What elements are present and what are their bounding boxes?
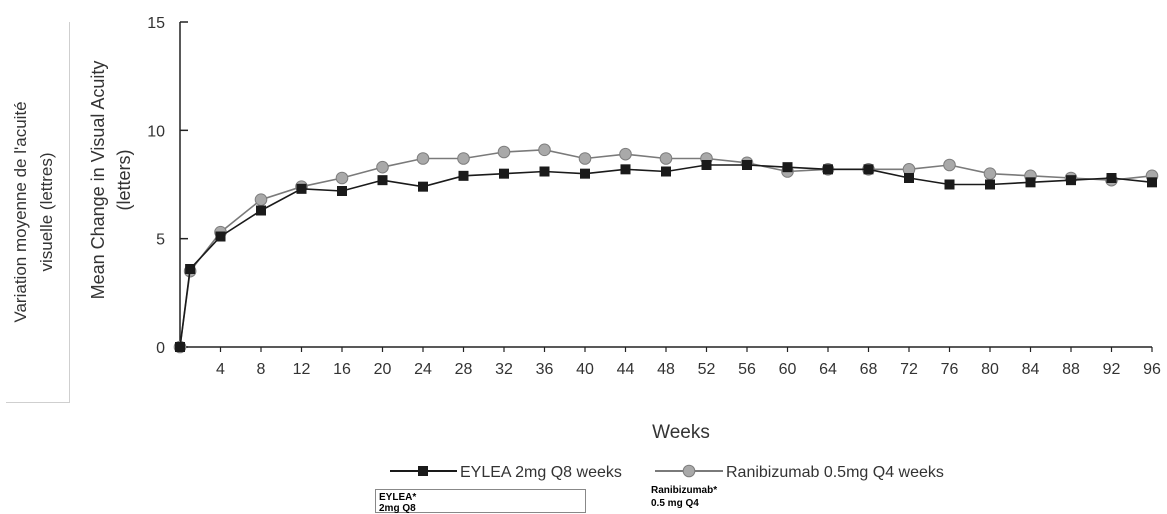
eylea-point <box>944 179 955 190</box>
x-tick-label: 72 <box>900 361 918 378</box>
eylea-point <box>863 164 874 175</box>
eylea-point <box>1066 175 1076 186</box>
legend-eylea-label: EYLEA 2mg Q8 weeks <box>460 464 622 481</box>
eylea-point <box>458 170 469 181</box>
ranibizumab-point <box>497 145 511 159</box>
ranibizumab-point <box>376 160 389 174</box>
ranibizumab-point <box>619 147 632 161</box>
eylea-point <box>256 205 266 216</box>
eylea-point <box>377 175 388 186</box>
side-label-frame <box>6 22 70 403</box>
y-axis-label-french: Variation moyenne de l'acuité visuelle (l… <box>11 101 56 322</box>
ranibizumab-point <box>659 152 673 165</box>
y-axis-label-line: (letters) <box>114 149 134 210</box>
eylea-point <box>742 160 752 170</box>
x-tick-label: 32 <box>495 361 513 378</box>
eylea-point <box>337 186 347 196</box>
ranibizumab-point <box>335 171 349 185</box>
eylea-point <box>904 173 914 183</box>
y-tick-label: 0 <box>156 340 165 357</box>
x-tick-label: 64 <box>819 361 837 378</box>
axes <box>179 22 1152 348</box>
x-tick-label: 68 <box>860 361 878 378</box>
eylea-point <box>1147 177 1157 188</box>
ranibizumab-line <box>179 148 1153 348</box>
cropped-eylea-label: EYLEA* <box>379 492 417 503</box>
y-axis-ticks: 0 5 10 15 <box>147 15 188 357</box>
ranibizumab-point <box>254 193 268 206</box>
y-axis-label-english: Mean Change in Visual Acuity (letters) <box>88 61 134 300</box>
ranibizumab-point <box>943 158 956 172</box>
eylea-point <box>620 164 631 175</box>
y-axis-label-line: Mean Change in Visual Acuity <box>88 61 108 300</box>
ranibizumab-point <box>578 152 592 165</box>
x-tick-label: 20 <box>374 361 392 378</box>
legend: EYLEA 2mg Q8 weeks Ranibizumab 0.5mg Q4 w… <box>390 464 944 481</box>
x-tick-label: 76 <box>941 361 959 378</box>
x-tick-label: 92 <box>1103 361 1121 378</box>
cropped-legend-box: EYLEA* 2mg Q8 <box>375 489 586 514</box>
eylea-point <box>1106 173 1117 183</box>
eylea-point <box>296 183 307 194</box>
cropped-eylea-dose: 2mg Q8 <box>379 503 416 514</box>
ranibizumab-point <box>457 152 470 165</box>
x-tick-label: 24 <box>414 361 432 378</box>
ranibizumab-point <box>538 143 551 157</box>
eylea-point <box>185 264 196 274</box>
x-tick-label: 60 <box>779 361 797 378</box>
eylea-point <box>499 168 509 179</box>
x-tick-label: 84 <box>1022 361 1040 378</box>
x-axis-label: Weeks <box>652 422 710 443</box>
x-tick-label: 16 <box>333 361 351 378</box>
x-tick-label: 48 <box>657 361 675 378</box>
y-tick-label: 15 <box>147 15 165 32</box>
x-tick-label: 56 <box>738 361 756 378</box>
x-tick-label: 96 <box>1143 361 1161 378</box>
legend-ranibizumab-label: Ranibizumab 0.5mg Q4 weeks <box>726 464 944 481</box>
x-tick-label: 44 <box>617 361 635 378</box>
y-tick-label: 5 <box>156 232 165 249</box>
eylea-point <box>1025 177 1036 188</box>
eylea-line <box>179 164 1153 348</box>
series-group <box>173 143 1159 354</box>
ranibizumab-point <box>416 152 430 165</box>
legend-ranibizumab-marker <box>682 464 696 478</box>
eylea-point <box>823 164 833 175</box>
cropped-ranibizumab-label: Ranibizumab* <box>651 485 718 496</box>
y-axis-label-line: Variation moyenne de l'acuité <box>11 101 30 322</box>
x-tick-label: 40 <box>576 361 594 378</box>
eylea-point <box>215 231 226 242</box>
ranibizumab-point <box>983 167 997 180</box>
cropped-ranibizumab-dose: 0.5 mg Q4 <box>651 498 699 509</box>
x-tick-label: 36 <box>536 361 554 378</box>
x-tick-label: 4 <box>216 361 225 378</box>
eylea-point <box>782 162 793 173</box>
eylea-point <box>175 342 185 352</box>
eylea-point <box>418 181 428 192</box>
eylea-point <box>580 168 590 179</box>
eylea-point <box>539 166 550 177</box>
x-tick-label: 12 <box>293 361 311 378</box>
x-tick-label: 28 <box>455 361 473 378</box>
y-axis-label-line: visuelle (lettres) <box>37 152 56 271</box>
x-tick-label: 8 <box>257 361 266 378</box>
legend-eylea-marker <box>418 466 428 476</box>
eylea-point <box>661 166 671 177</box>
x-tick-label: 52 <box>698 361 716 378</box>
x-tick-label: 88 <box>1062 361 1080 378</box>
x-axis-ticks: 4 8 12 16 20 24 28 32 36 40 44 48 52 56 60 64 68 72 76 80 84… <box>216 347 1161 378</box>
eylea-point <box>985 179 995 190</box>
eylea-point <box>701 160 712 170</box>
y-tick-label: 10 <box>147 123 165 140</box>
x-tick-label: 80 <box>981 361 999 378</box>
